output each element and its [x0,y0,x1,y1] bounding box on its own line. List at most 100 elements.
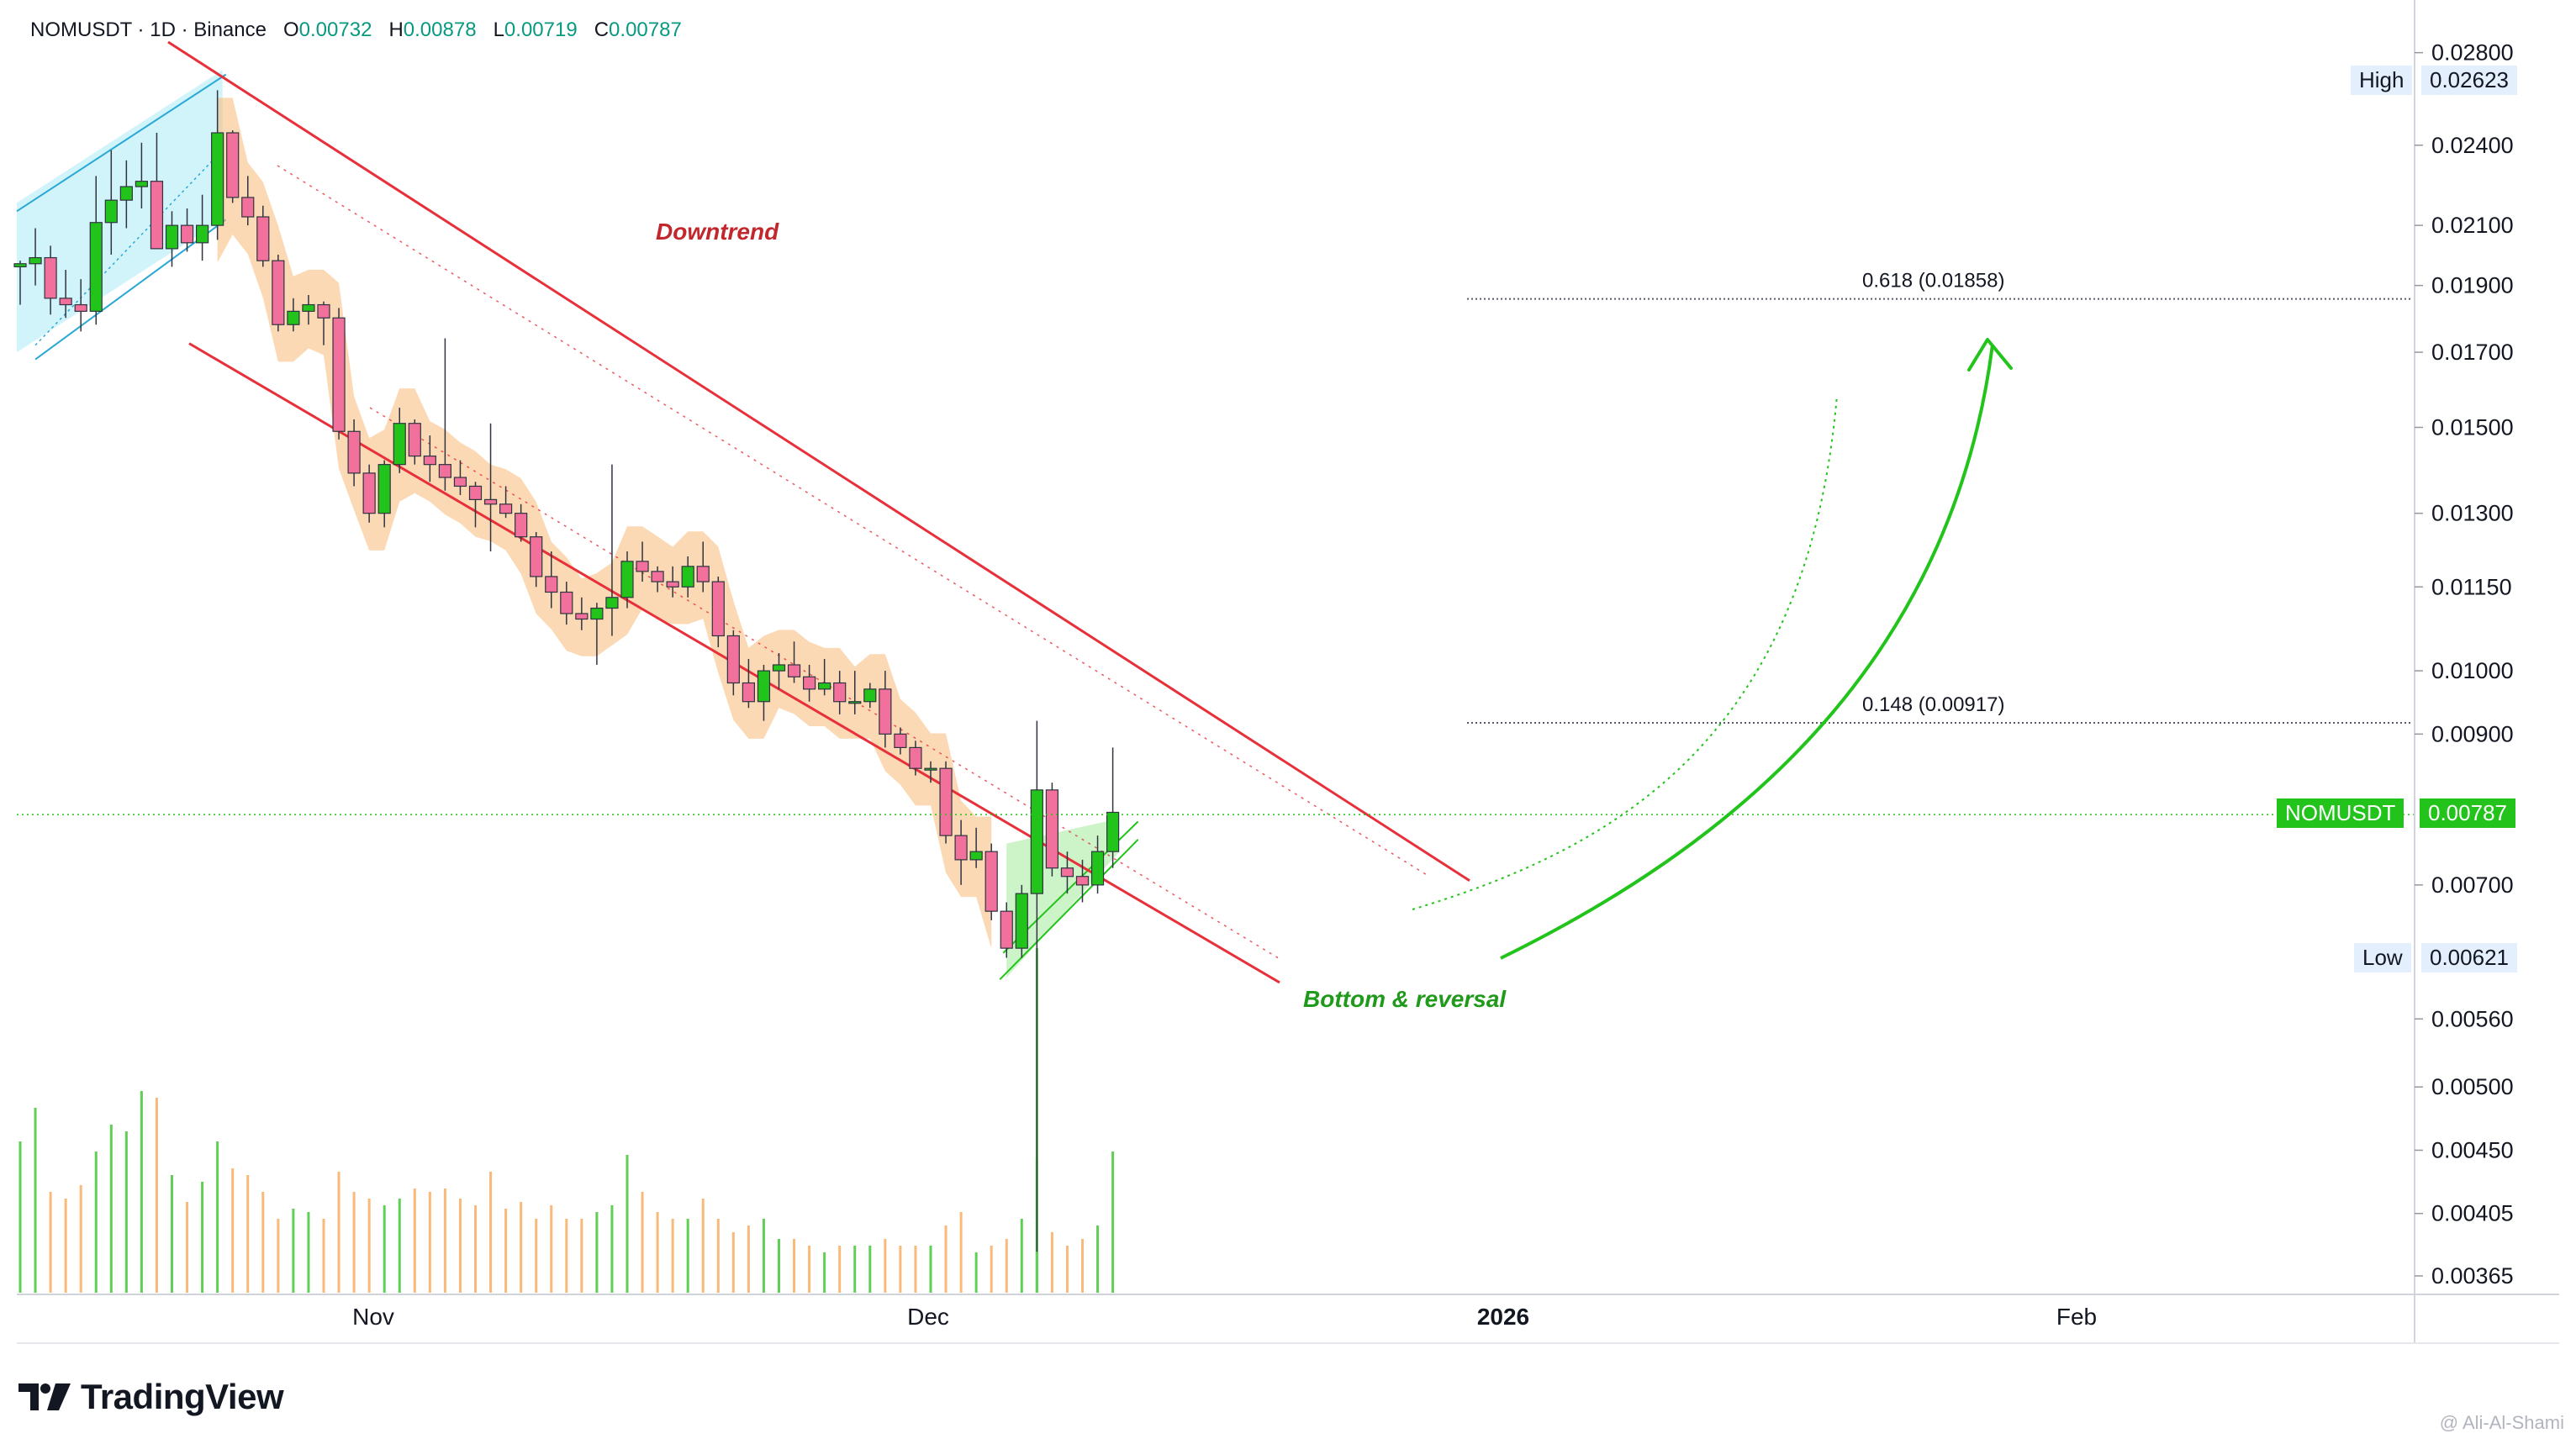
candle [515,503,528,542]
downtrend-wave-band [217,97,992,949]
candle-body [499,503,513,514]
candle-body [924,767,937,771]
candle [74,279,87,332]
candle [287,298,300,332]
candle [408,419,421,465]
candle [1075,859,1090,903]
price-tick-label: 0.00700 [2431,872,2514,898]
candle-body [1030,789,1043,894]
candle [605,464,619,636]
candle [590,603,604,665]
fib-level-label: 0.618 (0.01858) [1862,270,2004,292]
candle-body [241,197,255,218]
candle-body [620,561,634,598]
candle-body [74,303,87,312]
candle-body [848,701,862,704]
candle [575,597,589,630]
candle-body [453,477,467,487]
candle-body [89,222,103,312]
candle-body [605,597,619,609]
time-axis-label: Nov [352,1304,394,1330]
price-tick-label: 0.02800 [2431,40,2514,66]
candle-body [590,607,604,620]
rising-channel-upper [16,73,227,213]
candle-body [787,664,801,677]
candle [104,150,118,255]
candle [787,641,801,683]
channel-mid-upper-dotted [277,165,1430,877]
candle [59,270,72,319]
price-tick-label: 0.01300 [2431,501,2514,526]
candle [530,532,543,588]
author-watermark: @ Ali-Al-Shami [2439,1412,2564,1433]
arrow-head-icon [1967,338,2013,372]
candle [1045,783,1059,877]
candle-body [119,186,133,201]
candle [211,90,224,240]
price-tick-label: 0.02100 [2431,213,2514,238]
ohlc-low-value: 0.00719 [504,18,578,41]
time-axis-label: Feb [2056,1304,2097,1330]
candle [44,245,57,315]
candle [863,682,877,709]
price-tick-label: 0.00560 [2431,1006,2514,1031]
candle-body [560,591,573,614]
candle [1106,747,1120,868]
candle-body [530,536,543,577]
tradingview-icon [18,1383,71,1410]
candle [438,338,452,491]
candle [241,176,255,226]
candle-body [362,472,376,514]
candle [302,294,315,325]
price-tick-label: 0.01900 [2431,273,2514,298]
candle [681,556,694,598]
candle-body [742,682,756,703]
candle [818,658,831,696]
candle [1030,720,1043,1252]
candle-body [772,664,786,672]
candle [483,423,498,552]
candle-body [802,676,816,690]
candle-body [256,216,270,261]
reversal-support-line [999,839,1139,981]
candle-body [1045,789,1059,869]
candle [272,254,285,332]
candle-body [196,224,209,244]
price-tick-label: 0.02400 [2431,133,2514,158]
candle-body [29,256,42,265]
candle-body [681,566,694,588]
candle [317,301,330,345]
symbol-legend: NOMUSDT · 1D · Binance O0.00732 H0.00878… [30,18,682,42]
rising-channel-lower [34,219,227,361]
candle [984,843,998,920]
candle [453,460,467,496]
candle-body [1015,893,1028,949]
candle [499,486,513,519]
current-price-value: 0.00787 [2420,798,2515,828]
ohlc-open-key: O [282,18,299,41]
candle-body [423,456,436,466]
candle-body [666,581,679,588]
low-label: Low [2354,943,2411,972]
candle-body [180,224,194,244]
reversal-annotation: Bottom & reversal [1303,986,1507,1012]
candle-body [302,303,315,312]
high-value: 0.02623 [2421,66,2517,95]
candle-body [211,132,224,226]
candle [256,205,270,267]
candle [757,664,771,721]
time-axis-label: 2026 [1477,1304,1529,1330]
candle [666,566,679,598]
candle-body [1075,876,1090,886]
candle [545,551,558,609]
tradingview-logo[interactable]: TradingView [18,1375,284,1419]
candle [651,566,664,593]
candle [772,652,786,689]
price-tick-label: 0.00450 [2431,1137,2514,1162]
candle-body [575,613,589,620]
candle [1015,884,1028,958]
candle [226,130,240,203]
candle [954,819,968,885]
candle-body [894,733,907,749]
